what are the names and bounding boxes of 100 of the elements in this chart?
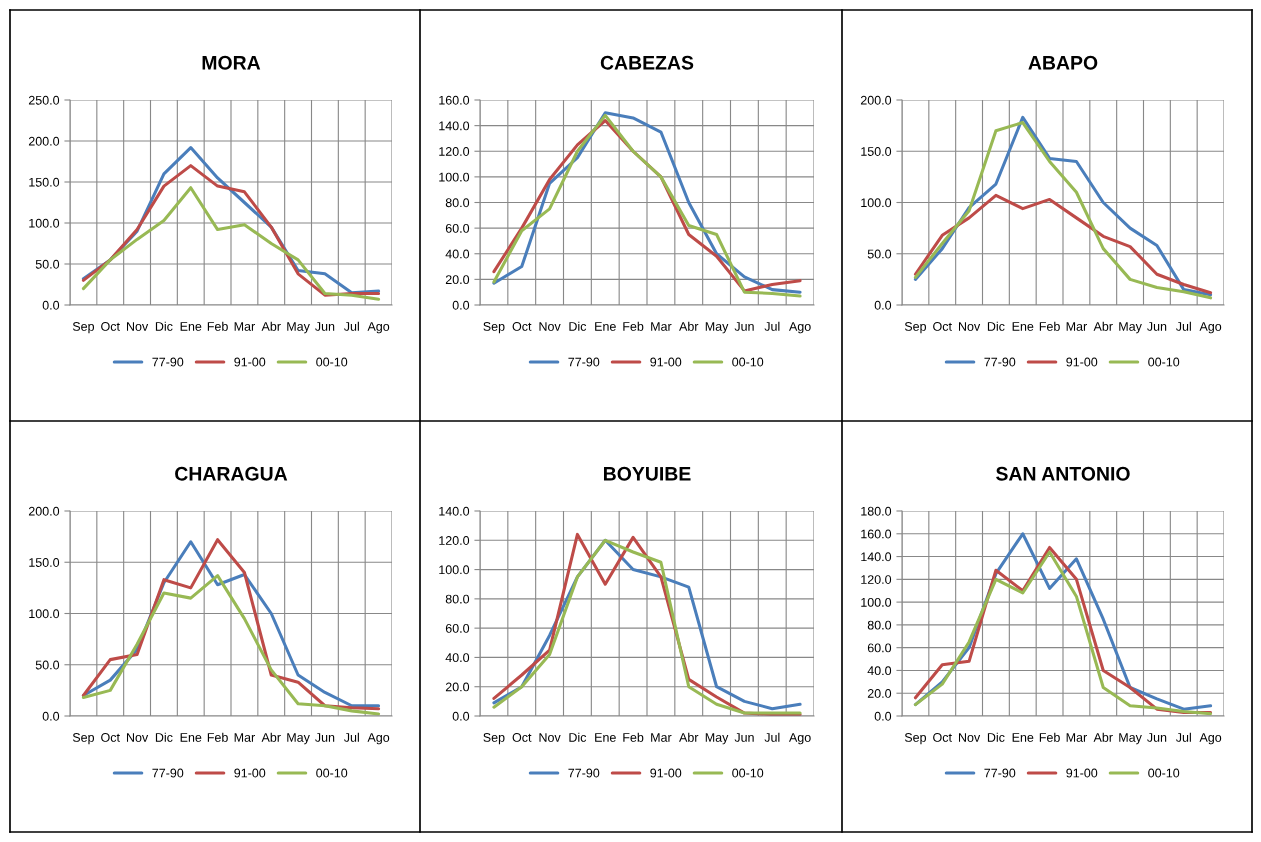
x-tick-label: Nov bbox=[126, 733, 149, 742]
x-tick-label: Abr bbox=[1093, 321, 1113, 331]
y-tick-label: 160.0 bbox=[439, 95, 470, 105]
x-tick-label: Ene bbox=[1012, 322, 1034, 331]
x-tick-label: Jun bbox=[734, 733, 754, 742]
x-tick-label: Jun bbox=[315, 733, 335, 742]
x-tick-label: Jul bbox=[1175, 732, 1191, 742]
x-tick-label: Abr bbox=[1093, 732, 1113, 742]
x-tick-label: Dic bbox=[987, 321, 1005, 331]
legend-label: 77-90 bbox=[984, 768, 1016, 778]
y-tick-label: 200.0 bbox=[28, 136, 60, 146]
legend-label: 77-90 bbox=[152, 357, 184, 367]
y-tick-label: 200.0 bbox=[28, 506, 60, 516]
chart-title: SAN ANTONIO bbox=[996, 466, 1130, 481]
x-tick-label: Feb bbox=[623, 732, 644, 742]
y-tick-label: 20.0 bbox=[445, 275, 470, 285]
y-tick-label: 80.0 bbox=[445, 198, 470, 208]
x-tick-label: Jul bbox=[343, 321, 359, 331]
y-tick-label: 50.0 bbox=[35, 660, 60, 670]
legend-label: 77-90 bbox=[568, 768, 600, 778]
x-tick-label: May bbox=[287, 322, 310, 334]
x-tick-label: Mar bbox=[651, 322, 672, 331]
y-tick-label: 140.0 bbox=[439, 506, 470, 516]
x-tick-label: Sep bbox=[904, 322, 927, 334]
x-tick-label: Sep bbox=[483, 322, 505, 334]
y-tick-label: 150.0 bbox=[861, 147, 892, 156]
legend-label: 00-10 bbox=[316, 357, 348, 367]
x-tick-label: May bbox=[1119, 322, 1142, 334]
x-tick-label: Dic bbox=[155, 321, 173, 331]
y-tick-label: 100.0 bbox=[861, 597, 892, 607]
x-tick-label: Feb bbox=[207, 321, 228, 331]
x-tick-label: Oct bbox=[101, 733, 120, 742]
x-tick-label: Dic bbox=[569, 732, 587, 742]
y-tick-label: 40.0 bbox=[445, 653, 470, 663]
y-tick-label: 150.0 bbox=[29, 177, 60, 187]
x-tick-label: Ene bbox=[595, 733, 616, 742]
y-tick-label: 160.0 bbox=[861, 529, 892, 539]
x-tick-label: Jul bbox=[764, 321, 780, 331]
y-tick-label: 100.0 bbox=[861, 198, 892, 208]
chart-title: CHARAGUA bbox=[175, 466, 288, 481]
x-tick-label: Jun bbox=[315, 322, 335, 331]
x-tick-label: Sep bbox=[72, 322, 95, 334]
x-tick-label: Nov bbox=[539, 733, 561, 742]
line-series bbox=[81, 186, 381, 301]
x-tick-label: Oct bbox=[933, 322, 952, 331]
legend-label: 91-00 bbox=[650, 768, 682, 778]
y-tick-label: 180.0 bbox=[861, 506, 892, 516]
x-tick-label: Nov bbox=[958, 322, 981, 331]
y-tick-label: 150.0 bbox=[29, 558, 60, 567]
x-tick-label: May bbox=[1119, 733, 1142, 745]
x-tick-label: Ago bbox=[1199, 733, 1222, 745]
x-tick-label: Abr bbox=[261, 321, 281, 331]
x-tick-label: Ene bbox=[595, 322, 616, 331]
y-tick-label: 120.0 bbox=[861, 575, 892, 584]
y-tick-label: 120.0 bbox=[439, 147, 470, 156]
x-tick-label: Ago bbox=[1199, 322, 1222, 334]
chart-title: MORA bbox=[202, 55, 261, 70]
chart-title: BOYUIBE bbox=[604, 466, 691, 481]
x-tick-label: May bbox=[705, 733, 729, 745]
legend-label: 91-00 bbox=[1066, 768, 1098, 778]
y-tick-label: 0.0 bbox=[874, 300, 892, 310]
y-tick-label: 140.0 bbox=[861, 552, 892, 562]
x-tick-label: Ago bbox=[367, 322, 390, 334]
y-tick-label: 20.0 bbox=[867, 689, 892, 698]
legend-label: 00-10 bbox=[732, 357, 764, 367]
line-series bbox=[81, 574, 381, 716]
y-tick-label: 40.0 bbox=[445, 249, 470, 259]
x-tick-label: Mar bbox=[234, 733, 255, 742]
line-series bbox=[913, 193, 1213, 295]
y-tick-label: 40.0 bbox=[867, 666, 892, 676]
x-tick-label: Oct bbox=[933, 733, 952, 742]
y-tick-label: 120.0 bbox=[439, 536, 470, 545]
x-tick-label: Mar bbox=[1066, 733, 1087, 742]
y-tick-label: 60.0 bbox=[867, 643, 892, 653]
x-tick-label: Abr bbox=[679, 321, 699, 331]
x-tick-label: Sep bbox=[483, 733, 505, 745]
y-tick-label: 20.0 bbox=[445, 682, 470, 692]
y-tick-label: 0.0 bbox=[874, 711, 892, 721]
y-tick-label: 50.0 bbox=[35, 259, 60, 269]
x-tick-label: Jul bbox=[1175, 321, 1191, 331]
x-tick-label: Ene bbox=[180, 733, 202, 742]
y-tick-label: 100.0 bbox=[439, 172, 470, 182]
x-tick-label: Jun bbox=[1147, 733, 1167, 742]
y-tick-label: 0.0 bbox=[42, 300, 60, 310]
x-tick-label: Feb bbox=[207, 732, 228, 742]
legend-label: 77-90 bbox=[152, 768, 184, 778]
x-tick-label: Feb bbox=[623, 321, 644, 331]
y-tick-label: 200.0 bbox=[860, 95, 892, 105]
x-tick-label: Dic bbox=[987, 732, 1005, 742]
x-tick-label: Mar bbox=[651, 733, 672, 742]
x-tick-label: Jul bbox=[343, 732, 359, 742]
x-tick-label: Nov bbox=[958, 733, 981, 742]
y-tick-label: 60.0 bbox=[445, 223, 470, 233]
x-tick-label: Nov bbox=[539, 322, 561, 331]
legend-label: 00-10 bbox=[1148, 768, 1180, 778]
x-tick-label: Ene bbox=[1012, 733, 1034, 742]
y-tick-label: 140.0 bbox=[439, 121, 470, 131]
legend-label: 77-90 bbox=[568, 357, 600, 367]
y-tick-label: 250.0 bbox=[28, 95, 60, 105]
legend-label: 91-00 bbox=[234, 357, 266, 367]
